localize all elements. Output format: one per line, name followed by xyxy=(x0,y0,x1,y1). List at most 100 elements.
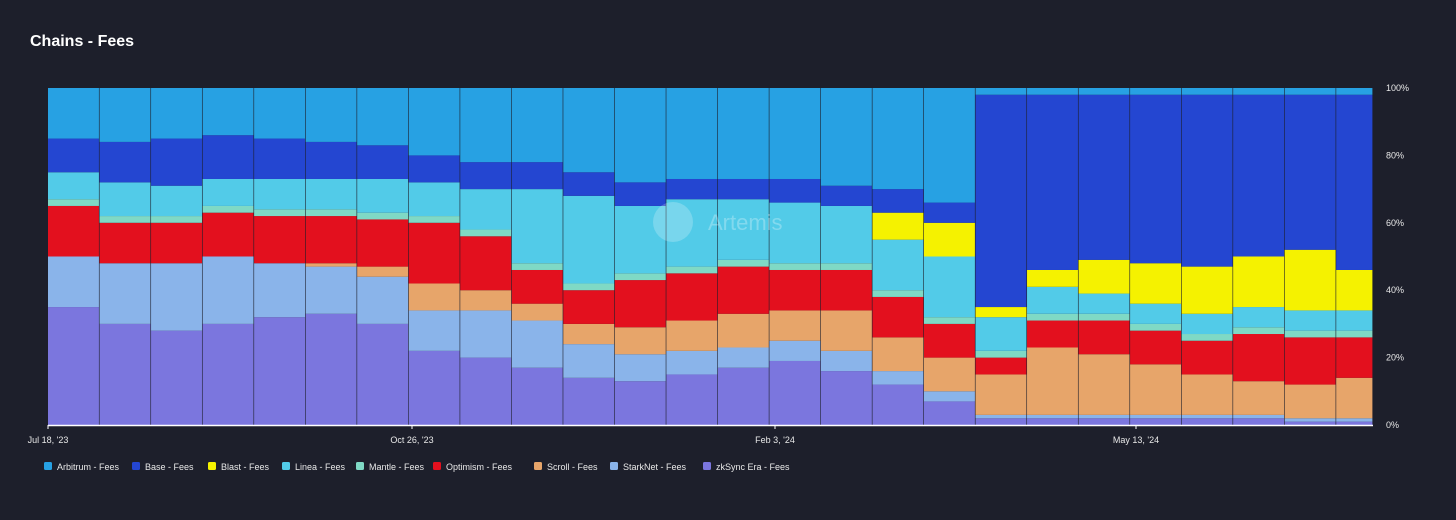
bar-base-fees-2024-05-07 xyxy=(1130,94,1182,264)
bar-mantle-fees-2023-09-26 xyxy=(305,209,357,217)
bar-zksync-era-fees-2023-09-12 xyxy=(254,317,306,425)
bar-optimism-fees-2023-10-10 xyxy=(357,219,409,267)
bar-scroll-fees-2024-03-12 xyxy=(923,357,975,392)
bar-starknet-fees-2023-09-26 xyxy=(305,266,357,314)
bar-starknet-fees-2023-09-12 xyxy=(254,263,306,318)
bar-zksync-era-fees-2023-11-07 xyxy=(460,357,512,425)
legend-item-mantle-fees[interactable]: Mantle - Fees xyxy=(356,462,425,472)
bar-mantle-fees-2024-05-21 xyxy=(1181,334,1233,341)
bar-scroll-fees-2024-01-02 xyxy=(666,320,718,351)
bar-optimism-fees-2024-04-09 xyxy=(1027,320,1078,348)
legend-label: Blast - Fees xyxy=(221,462,270,472)
legend-item-base-fees[interactable]: Base - Fees xyxy=(132,462,194,472)
bar-optimism-fees-2023-09-26 xyxy=(305,216,357,264)
legend-item-arbitrum-fees[interactable]: Arbitrum - Fees xyxy=(44,462,120,472)
bar-mantle-fees-2023-11-07 xyxy=(460,229,512,237)
bar-arbitrum-fees-2023-11-21 xyxy=(511,88,563,163)
bar-arbitrum-fees-2023-09-26 xyxy=(305,88,357,142)
bar-scroll-fees-2023-12-05 xyxy=(563,323,615,345)
bar-starknet-fees-2024-07-02 xyxy=(1336,418,1373,422)
bar-blast-fees-2024-05-21 xyxy=(1181,266,1233,314)
bar-optimism-fees-2023-12-05 xyxy=(563,290,615,324)
y-tick-label: 60% xyxy=(1386,218,1404,228)
bar-base-fees-2024-01-16 xyxy=(717,178,769,200)
bar-scroll-fees-2023-09-26 xyxy=(305,263,357,267)
bar-optimism-fees-2024-01-02 xyxy=(666,273,718,321)
bar-blast-fees-2024-03-12 xyxy=(923,222,975,257)
bar-blast-fees-2024-06-04 xyxy=(1233,256,1285,308)
bar-scroll-fees-2024-04-09 xyxy=(1027,347,1078,415)
bar-zksync-era-fees-2023-08-29 xyxy=(202,323,254,425)
bar-starknet-fees-2024-02-13 xyxy=(820,350,872,372)
bars-layer xyxy=(48,88,1373,425)
artemis-watermark: Artemis xyxy=(653,202,783,242)
legend-item-zksync-era-fees[interactable]: zkSync Era - Fees xyxy=(703,462,790,472)
bar-mantle-fees-2024-03-26 xyxy=(975,350,1027,358)
bar-scroll-fees-2024-03-26 xyxy=(975,374,1027,415)
legend-item-optimism-fees[interactable]: Optimism - Fees xyxy=(433,462,513,472)
legend-swatch xyxy=(44,462,52,470)
bar-base-fees-2023-09-12 xyxy=(254,138,306,179)
bar-mantle-fees-2024-04-23 xyxy=(1078,313,1130,321)
bar-linea-fees-2023-12-19 xyxy=(614,205,666,274)
bar-arbitrum-fees-2023-12-05 xyxy=(563,88,615,173)
bar-arbitrum-fees-2024-05-21 xyxy=(1181,88,1233,95)
bar-blast-fees-2024-07-02 xyxy=(1336,269,1373,311)
bar-linea-fees-2023-11-21 xyxy=(511,189,563,264)
bar-linea-fees-2023-08-29 xyxy=(202,178,254,206)
bar-base-fees-2023-12-19 xyxy=(614,182,666,206)
bar-starknet-fees-2024-04-09 xyxy=(1027,414,1078,419)
bar-base-fees-2024-01-02 xyxy=(666,178,718,200)
bar-zksync-era-fees-2024-04-09 xyxy=(1027,418,1078,425)
legend-swatch xyxy=(282,462,290,470)
bar-mantle-fees-2023-12-05 xyxy=(563,283,615,291)
legend-swatch xyxy=(208,462,216,470)
bar-linea-fees-2024-04-09 xyxy=(1027,286,1078,314)
legend: Arbitrum - Fees Base - Fees Blast - Fees Li… xyxy=(44,462,790,472)
bar-optimism-fees-2023-11-21 xyxy=(511,269,563,304)
bar-base-fees-2023-10-24 xyxy=(408,155,460,183)
bar-starknet-fees-2024-03-26 xyxy=(975,414,1027,419)
bar-base-fees-2023-07-18 xyxy=(48,138,99,173)
bar-zksync-era-fees-2023-12-19 xyxy=(614,381,666,425)
bar-arbitrum-fees-2023-08-15 xyxy=(151,88,202,139)
legend-label: Scroll - Fees xyxy=(547,462,598,472)
y-tick-label: 80% xyxy=(1386,150,1404,160)
legend-label: Optimism - Fees xyxy=(446,462,513,472)
bar-linea-fees-2024-03-26 xyxy=(975,317,1027,351)
bar-linea-fees-2023-10-10 xyxy=(357,178,409,213)
bar-mantle-fees-2024-07-02 xyxy=(1336,330,1373,338)
legend-item-starknet-fees[interactable]: StarkNet - Fees xyxy=(610,462,687,472)
bar-arbitrum-fees-2024-02-27 xyxy=(872,88,924,190)
bar-scroll-fees-2024-02-27 xyxy=(872,337,924,372)
bar-linea-fees-2023-10-24 xyxy=(408,182,460,217)
bar-linea-fees-2023-12-05 xyxy=(563,195,615,284)
bar-zksync-era-fees-2024-06-04 xyxy=(1233,418,1285,425)
bar-arbitrum-fees-2024-03-26 xyxy=(975,88,1027,95)
legend-item-blast-fees[interactable]: Blast - Fees xyxy=(208,462,270,472)
bar-mantle-fees-2023-10-24 xyxy=(408,216,460,223)
bar-scroll-fees-2024-06-04 xyxy=(1233,381,1285,415)
legend-swatch xyxy=(356,462,364,470)
legend-label: StarkNet - Fees xyxy=(623,462,687,472)
bar-blast-fees-2024-06-18 xyxy=(1284,249,1336,311)
bar-base-fees-2024-07-02 xyxy=(1336,94,1373,270)
bar-optimism-fees-2024-07-02 xyxy=(1336,337,1373,378)
bar-base-fees-2023-08-01 xyxy=(99,141,151,183)
legend-item-linea-fees[interactable]: Linea - Fees xyxy=(282,462,346,472)
bar-linea-fees-2024-01-16 xyxy=(717,199,769,260)
legend-item-scroll-fees[interactable]: Scroll - Fees xyxy=(534,462,598,472)
bar-arbitrum-fees-2023-09-12 xyxy=(254,88,306,139)
bar-zksync-era-fees-2023-11-21 xyxy=(511,367,563,425)
bar-optimism-fees-2024-05-07 xyxy=(1130,330,1182,365)
bar-starknet-fees-2023-12-05 xyxy=(563,344,615,378)
bar-scroll-fees-2023-12-19 xyxy=(614,327,666,355)
bar-scroll-fees-2024-05-21 xyxy=(1181,374,1233,415)
bar-optimism-fees-2023-11-07 xyxy=(460,236,512,291)
bar-arbitrum-fees-2023-11-07 xyxy=(460,88,512,163)
bar-blast-fees-2024-02-27 xyxy=(872,212,924,240)
bar-starknet-fees-2024-05-21 xyxy=(1181,414,1233,419)
bar-mantle-fees-2023-08-29 xyxy=(202,205,254,213)
bar-mantle-fees-2023-07-18 xyxy=(48,199,99,206)
bar-zksync-era-fees-2024-01-16 xyxy=(717,367,769,425)
